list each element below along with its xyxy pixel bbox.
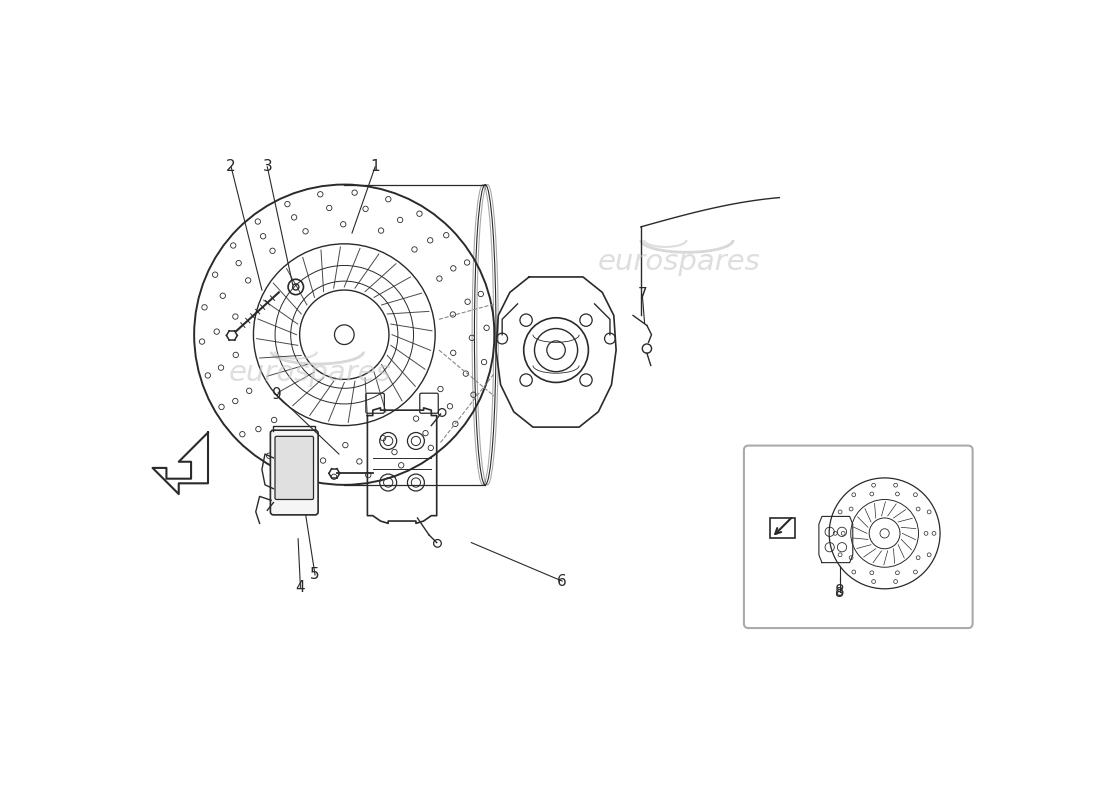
FancyBboxPatch shape	[275, 436, 314, 499]
Text: 8: 8	[835, 584, 845, 599]
Text: 1: 1	[371, 159, 380, 174]
Text: 5: 5	[310, 567, 320, 582]
Text: 2: 2	[227, 159, 235, 174]
Text: 3: 3	[263, 159, 272, 174]
Text: 4: 4	[296, 580, 305, 594]
Text: 6: 6	[558, 574, 568, 589]
Text: eurospares: eurospares	[598, 247, 760, 275]
Text: 8: 8	[835, 586, 844, 600]
Text: eurospares: eurospares	[229, 359, 390, 387]
FancyBboxPatch shape	[271, 430, 318, 515]
Text: 7: 7	[638, 287, 647, 302]
Text: 9: 9	[272, 387, 282, 402]
